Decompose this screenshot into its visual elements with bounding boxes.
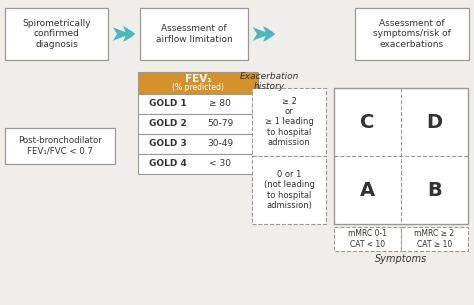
Text: D: D [427,113,443,131]
Bar [5,8,108,60]
Text: 30-49: 30-49 [207,139,233,149]
Bar [334,88,468,224]
Bar [138,72,258,94]
Text: 0 or 1
(not leading
to hospital
admission): 0 or 1 (not leading to hospital admissio… [264,170,314,210]
Text: A: A [360,181,375,199]
Text: Exacerbation
history: Exacerbation history [239,72,299,91]
Text: Symptoms: Symptoms [375,254,427,264]
Bar [334,227,401,251]
Text: Post-bronchodilator
FEV₁/FVC < 0.7: Post-bronchodilator FEV₁/FVC < 0.7 [18,136,102,156]
Text: GOLD 4: GOLD 4 [149,160,187,168]
Bar [401,227,468,251]
Text: ≥ 2
or
≥ 1 leading
to hospital
admission: ≥ 2 or ≥ 1 leading to hospital admission [264,97,313,147]
Text: GOLD 2: GOLD 2 [149,120,187,128]
Text: FEV₁: FEV₁ [185,74,211,84]
Text: 50-79: 50-79 [207,120,233,128]
Text: Assessment of
airflow limitation: Assessment of airflow limitation [155,24,232,44]
Text: GOLD 3: GOLD 3 [149,139,187,149]
Text: mMRC ≥ 2
CAT ≥ 10: mMRC ≥ 2 CAT ≥ 10 [414,229,455,249]
Bar [5,128,115,164]
Bar [138,154,258,174]
Text: Spirometrically
confirmed
diagnosis: Spirometrically confirmed diagnosis [22,19,91,49]
Text: mMRC 0-1
CAT < 10: mMRC 0-1 CAT < 10 [348,229,387,249]
Text: Assessment of
symptoms/risk of
exacerbations: Assessment of symptoms/risk of exacerbat… [373,19,451,49]
Text: ≥ 80: ≥ 80 [209,99,231,109]
Bar [355,8,469,60]
Text: (% predicted): (% predicted) [172,84,224,92]
Bar [138,134,258,154]
Bar [138,114,258,134]
Text: B: B [427,181,442,199]
Bar [252,88,326,156]
Bar [138,94,258,114]
Text: < 30: < 30 [209,160,231,168]
Text: GOLD 1: GOLD 1 [149,99,187,109]
Bar [252,156,326,224]
Text: C: C [360,113,374,131]
Bar [140,8,248,60]
